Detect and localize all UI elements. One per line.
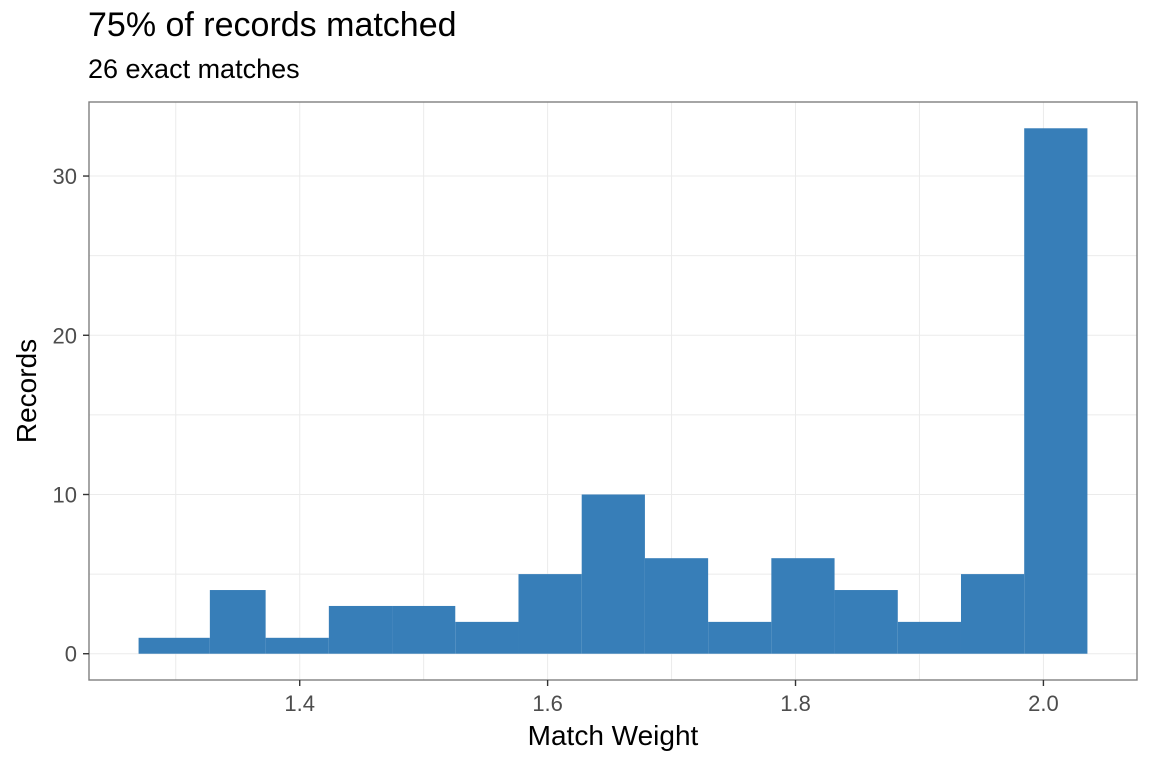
grid-lines — [89, 102, 1137, 680]
y-tick-label: 0 — [65, 642, 77, 667]
histogram-bar — [138, 637, 210, 654]
histogram-bar — [897, 621, 961, 654]
histogram-bar — [834, 590, 898, 654]
histogram-bar — [328, 605, 393, 654]
histogram-bar — [455, 621, 519, 654]
histogram-bar — [518, 574, 582, 654]
histogram-bar — [265, 637, 329, 654]
x-axis-title: Match Weight — [528, 720, 699, 751]
histogram-bar — [392, 605, 456, 654]
histogram-bars — [138, 128, 1088, 654]
histogram-bar — [644, 558, 709, 654]
plot-panel-border — [88, 101, 1138, 681]
y-tick-label: 30 — [53, 164, 77, 189]
x-tick-label: 2.0 — [1028, 691, 1059, 716]
x-tick-label: 1.6 — [532, 691, 563, 716]
histogram-bar — [209, 590, 266, 654]
chart-subtitle: 26 exact matches — [88, 54, 300, 84]
histogram-bar — [771, 558, 835, 654]
x-tick-label: 1.4 — [284, 691, 315, 716]
y-tick-label: 10 — [53, 482, 77, 507]
axes: 1.4 1.6 1.8 2.0 0 10 20 30 — [53, 164, 1059, 716]
histogram-bar — [708, 621, 772, 654]
y-tick-label: 20 — [53, 323, 77, 348]
histogram-bar — [1024, 128, 1088, 654]
histogram-bar — [960, 574, 1025, 654]
x-tick-label: 1.8 — [780, 691, 811, 716]
chart-title: 75% of records matched — [88, 6, 457, 44]
y-axis-title: Records — [11, 339, 42, 443]
histogram-bar — [581, 494, 645, 654]
